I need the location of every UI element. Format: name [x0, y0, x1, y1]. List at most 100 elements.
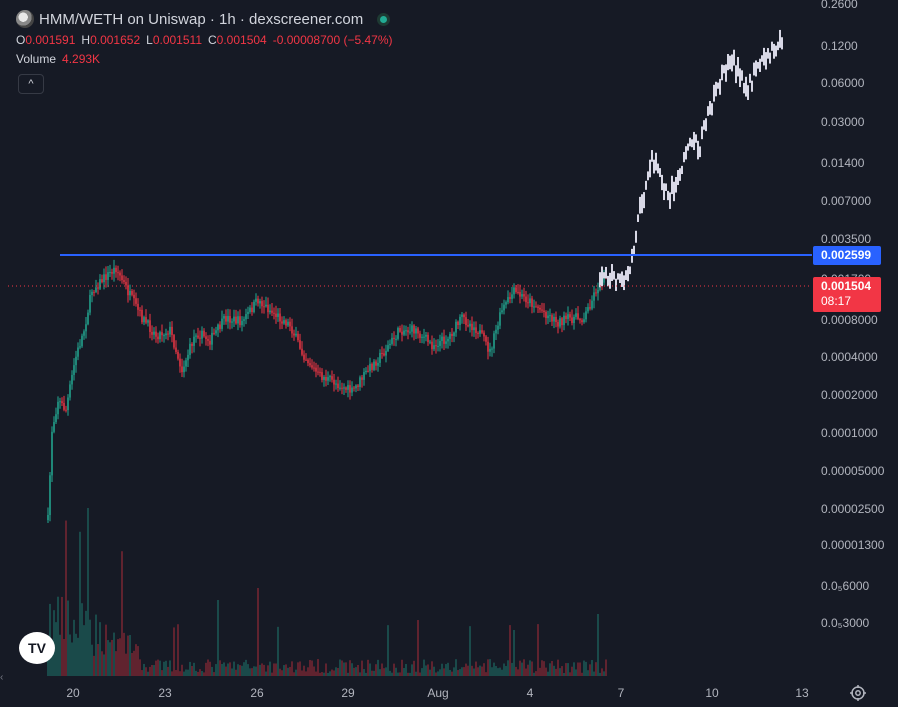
projected-candle	[701, 126, 703, 140]
volume-bar	[121, 551, 123, 676]
candle-body	[209, 340, 211, 345]
candle-body	[389, 343, 391, 346]
volume-bar	[245, 659, 247, 676]
candle-body	[65, 409, 67, 411]
projected-candle	[677, 170, 679, 185]
candle-body	[139, 309, 141, 311]
volume-bar	[349, 660, 351, 676]
volume-bar	[583, 660, 585, 676]
volume-bar	[259, 664, 261, 676]
tradingview-logo-text: TV	[28, 640, 46, 656]
volume-bar	[119, 638, 121, 676]
volume-bar	[365, 672, 367, 676]
volume-bar	[247, 664, 249, 676]
volume-bar	[543, 661, 545, 676]
projected-candle	[719, 78, 721, 95]
volume-bar	[315, 671, 317, 676]
volume-bar	[403, 667, 405, 676]
volume-bar	[67, 600, 69, 676]
candle-body	[577, 313, 579, 319]
candle-body	[417, 328, 419, 334]
volume-bar	[153, 665, 155, 676]
volume-bar	[243, 662, 245, 676]
candle-body	[189, 343, 191, 355]
candle-body	[311, 365, 313, 368]
volume-bar	[235, 669, 237, 676]
volume-bar	[89, 619, 91, 676]
projected-candle	[627, 266, 629, 282]
candle-body	[525, 296, 527, 303]
candle-body	[359, 377, 361, 387]
candle-body	[225, 316, 227, 322]
volume-bar	[489, 659, 491, 676]
chevron-left-icon[interactable]: ‹	[0, 672, 4, 683]
volume-bar	[479, 665, 481, 676]
volume-bar	[79, 531, 81, 676]
volume-bar	[497, 668, 499, 676]
volume-bar	[351, 663, 353, 676]
volume-bar	[405, 664, 407, 676]
candle-body	[559, 318, 561, 327]
projected-candle	[651, 150, 653, 162]
projected-candle	[653, 159, 655, 174]
volume-bar	[111, 639, 113, 676]
candle-body	[85, 324, 87, 332]
volume-bar	[555, 668, 557, 676]
candle-body	[75, 356, 77, 366]
projected-candle	[629, 266, 631, 275]
volume-bar	[69, 634, 71, 676]
volume-bar	[363, 669, 365, 676]
projected-candle	[649, 159, 651, 178]
candle-body	[89, 295, 91, 313]
candle-body	[521, 294, 523, 297]
candle-body	[473, 327, 475, 331]
candle-body	[461, 314, 463, 317]
candle-body	[69, 384, 71, 398]
candle-body	[453, 332, 455, 336]
volume-bar	[533, 672, 535, 676]
volume-bar	[179, 671, 181, 676]
candle-body	[137, 303, 139, 310]
candle-body	[381, 352, 383, 354]
volume-bar	[169, 660, 171, 676]
candle-body	[119, 272, 121, 276]
volume-bar	[411, 664, 413, 676]
volume-bar	[325, 663, 327, 676]
projected-candle	[729, 55, 731, 70]
collapse-legend-button[interactable]: ^	[18, 74, 44, 94]
volume-bar	[221, 664, 223, 676]
candle-body	[271, 310, 273, 313]
volume-bar	[267, 665, 269, 676]
volume-bar	[281, 670, 283, 676]
volume-bar	[201, 671, 203, 676]
projected-candle	[775, 45, 777, 57]
volume-bar	[289, 666, 291, 676]
gear-icon[interactable]	[849, 684, 867, 702]
volume-bar	[393, 663, 395, 676]
price-tick-label: 0.003500	[821, 232, 871, 246]
candle-body	[71, 374, 73, 385]
candle-body	[123, 280, 125, 282]
projected-candle	[713, 84, 715, 102]
projected-candle	[659, 168, 661, 178]
tradingview-logo[interactable]: TV	[19, 632, 55, 664]
volume-bar	[443, 668, 445, 676]
volume-bar	[573, 662, 575, 676]
projected-candle	[781, 37, 783, 50]
projected-candle	[745, 76, 747, 97]
volume-bar	[569, 672, 571, 676]
volume-bar	[457, 670, 459, 676]
projected-candle	[633, 245, 635, 255]
candle-body	[351, 387, 353, 393]
volume-bar	[145, 667, 147, 676]
volume-bar	[283, 665, 285, 676]
candle-body	[239, 316, 241, 326]
candle-body	[231, 321, 233, 323]
price-tick-label: 0.0001000	[821, 426, 878, 440]
volume-bar	[231, 668, 233, 676]
candle-body	[563, 315, 565, 326]
candle-body	[543, 310, 545, 312]
candle-body	[165, 333, 167, 336]
candle-body	[333, 379, 335, 385]
